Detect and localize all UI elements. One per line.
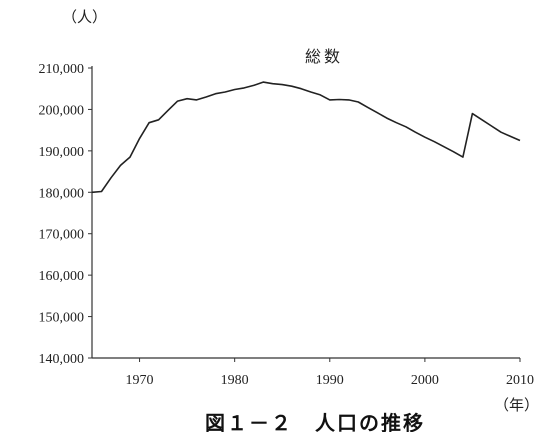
x-tick-label: 2010 bbox=[506, 373, 534, 388]
series-line-total bbox=[91, 81, 521, 194]
x-tick-label: 1980 bbox=[221, 373, 249, 388]
x-axis-unit-label: （年） bbox=[494, 396, 539, 414]
series-label: 総数 bbox=[305, 47, 343, 66]
y-tick-label: 180,000 bbox=[39, 186, 85, 201]
x-tick-label: 1970 bbox=[126, 373, 154, 388]
y-axis-ticks: 140,000 150,000 160,000 170,000 180,000 190,0… bbox=[39, 62, 92, 367]
figure-caption: 図１－２ 人口の推移 bbox=[205, 411, 425, 432]
x-tick-label: 1990 bbox=[316, 373, 344, 388]
y-tick-label: 140,000 bbox=[39, 352, 85, 367]
y-tick-label: 160,000 bbox=[39, 269, 85, 284]
y-axis-unit-label: （人） bbox=[62, 8, 107, 26]
x-axis-ticks: 1970 1980 1990 2000 2010 bbox=[126, 358, 534, 388]
y-tick-label: 210,000 bbox=[39, 62, 85, 77]
x-tick-label: 2000 bbox=[411, 373, 439, 388]
y-tick-label: 150,000 bbox=[39, 311, 85, 326]
y-tick-label: 190,000 bbox=[39, 145, 85, 160]
y-tick-label: 170,000 bbox=[39, 228, 85, 243]
y-tick-label: 200,000 bbox=[39, 103, 85, 118]
